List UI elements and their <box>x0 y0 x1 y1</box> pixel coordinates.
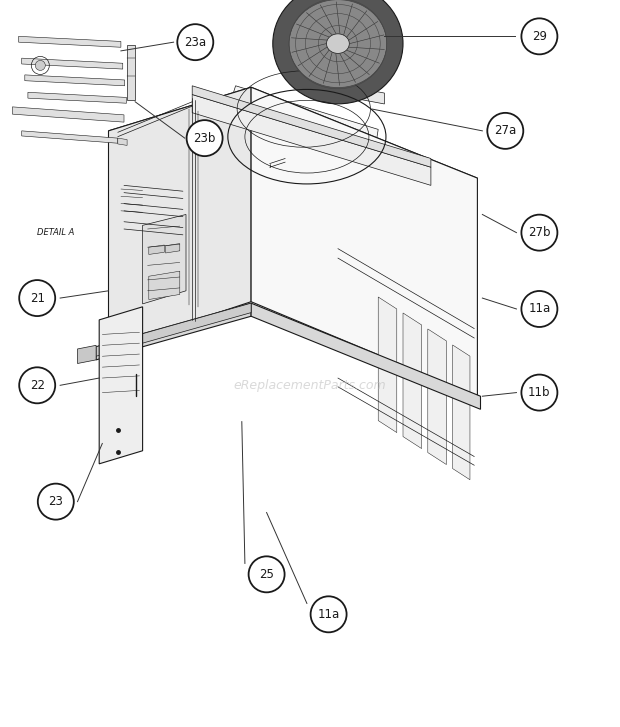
Polygon shape <box>149 245 164 254</box>
Text: 11b: 11b <box>528 386 551 399</box>
Polygon shape <box>453 345 470 480</box>
Text: 21: 21 <box>30 292 45 305</box>
Polygon shape <box>229 86 378 149</box>
Polygon shape <box>108 87 251 349</box>
Text: eReplacementParts.com: eReplacementParts.com <box>234 379 386 392</box>
Polygon shape <box>251 87 477 396</box>
Polygon shape <box>96 303 251 360</box>
Circle shape <box>311 596 347 632</box>
Circle shape <box>521 18 557 55</box>
Circle shape <box>521 291 557 327</box>
Text: 23a: 23a <box>184 36 206 49</box>
Circle shape <box>38 483 74 520</box>
Polygon shape <box>118 138 127 145</box>
Circle shape <box>487 113 523 149</box>
Circle shape <box>187 120 223 156</box>
Circle shape <box>19 280 55 316</box>
Text: 25: 25 <box>259 568 274 581</box>
Ellipse shape <box>327 34 349 53</box>
Ellipse shape <box>289 0 387 87</box>
Polygon shape <box>251 303 480 409</box>
Circle shape <box>521 374 557 411</box>
Text: 29: 29 <box>532 30 547 43</box>
Polygon shape <box>108 87 477 222</box>
Text: DETAIL A: DETAIL A <box>37 228 74 237</box>
Text: 23b: 23b <box>193 132 216 145</box>
Circle shape <box>19 367 55 403</box>
Polygon shape <box>28 92 126 103</box>
Text: 23: 23 <box>48 495 63 508</box>
Polygon shape <box>99 307 143 464</box>
Polygon shape <box>428 329 446 465</box>
Polygon shape <box>149 271 180 300</box>
Ellipse shape <box>273 0 403 104</box>
Polygon shape <box>403 313 422 449</box>
Circle shape <box>249 556 285 593</box>
Polygon shape <box>192 95 431 185</box>
Text: 27a: 27a <box>494 124 516 137</box>
Polygon shape <box>127 45 135 100</box>
Polygon shape <box>19 36 121 47</box>
Polygon shape <box>166 244 180 253</box>
Polygon shape <box>22 58 123 69</box>
Text: 11a: 11a <box>317 608 340 621</box>
Circle shape <box>177 24 213 60</box>
Circle shape <box>35 60 45 71</box>
Polygon shape <box>22 131 118 143</box>
Polygon shape <box>96 303 251 356</box>
Polygon shape <box>192 86 431 167</box>
Polygon shape <box>143 214 186 304</box>
Polygon shape <box>378 297 397 433</box>
Text: 27b: 27b <box>528 226 551 239</box>
Polygon shape <box>353 87 384 104</box>
Circle shape <box>521 214 557 251</box>
Text: 22: 22 <box>30 379 45 392</box>
Polygon shape <box>12 107 124 122</box>
Text: 11a: 11a <box>528 302 551 316</box>
Polygon shape <box>25 75 125 86</box>
Polygon shape <box>78 345 96 364</box>
